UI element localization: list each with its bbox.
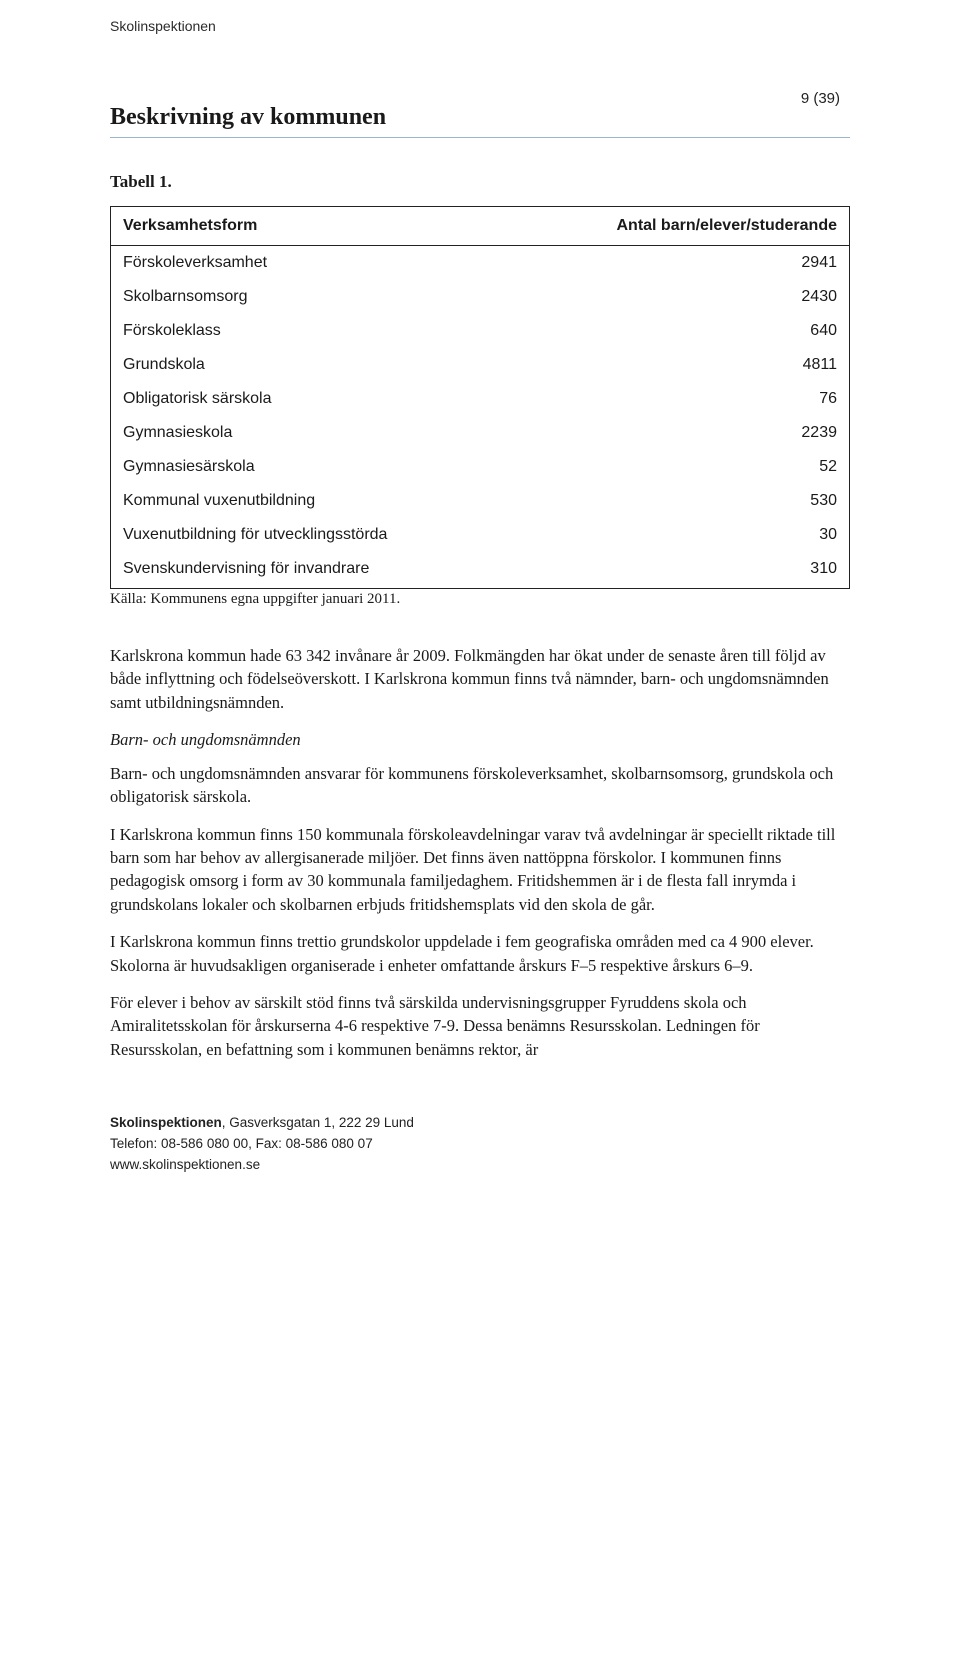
table-cell-value: 530 — [510, 484, 849, 518]
body-text: Karlskrona kommun hade 63 342 invånare å… — [110, 644, 850, 1061]
paragraph: Barn- och ungdomsnämnden ansvarar för ko… — [110, 762, 850, 809]
table-cell-label: Skolbarnsomsorg — [111, 280, 511, 314]
table-row: Förskoleklass 640 — [111, 314, 850, 348]
paragraph: Karlskrona kommun hade 63 342 invånare å… — [110, 644, 850, 714]
data-table: Verksamhetsform Antal barn/elever/studer… — [110, 206, 850, 589]
table-cell-value: 4811 — [510, 348, 849, 382]
table-cell-label: Vuxenutbildning för utvecklingsstörda — [111, 518, 511, 552]
footer-line-phone: Telefon: 08-586 080 00, Fax: 08-586 080 … — [110, 1134, 850, 1155]
table-row: Gymnasiesärskola 52 — [111, 450, 850, 484]
paragraph: I Karlskrona kommun finns 150 kommunala … — [110, 823, 850, 917]
table-cell-label: Kommunal vuxenutbildning — [111, 484, 511, 518]
paragraph: I Karlskrona kommun finns trettio grunds… — [110, 930, 850, 977]
table-cell-value: 2430 — [510, 280, 849, 314]
header-brand: Skolinspektionen — [110, 18, 850, 34]
table-header-row: Verksamhetsform Antal barn/elever/studer… — [111, 207, 850, 246]
table-header-col1: Verksamhetsform — [111, 207, 511, 246]
page-number: 9 (39) — [801, 90, 840, 107]
table-caption: Tabell 1. — [110, 172, 850, 192]
footer-line-web: www.skolinspektionen.se — [110, 1155, 850, 1176]
table-cell-value: 640 — [510, 314, 849, 348]
table-row: Skolbarnsomsorg 2430 — [111, 280, 850, 314]
table-row: Kommunal vuxenutbildning 530 — [111, 484, 850, 518]
table-row: Svenskundervisning för invandrare 310 — [111, 552, 850, 589]
footer: Skolinspektionen, Gasverksgatan 1, 222 2… — [110, 1113, 850, 1176]
table-header-col2: Antal barn/elever/studerande — [510, 207, 849, 246]
paragraph: För elever i behov av särskilt stöd finn… — [110, 991, 850, 1061]
table-cell-value: 2239 — [510, 416, 849, 450]
table-row: Grundskola 4811 — [111, 348, 850, 382]
table-cell-label: Svenskundervisning för invandrare — [111, 552, 511, 589]
table-cell-label: Gymnasieskola — [111, 416, 511, 450]
table-source: Källa: Kommunens egna uppgifter januari … — [110, 591, 850, 608]
table-cell-label: Förskoleverksamhet — [111, 246, 511, 281]
table-cell-label: Förskoleklass — [111, 314, 511, 348]
table-cell-value: 52 — [510, 450, 849, 484]
table-row: Vuxenutbildning för utvecklingsstörda 30 — [111, 518, 850, 552]
page-container: Skolinspektionen 9 (39) Beskrivning av k… — [0, 0, 960, 1216]
paragraph-italic: Barn- och ungdomsnämnden — [110, 728, 850, 751]
table-row: Förskoleverksamhet 2941 — [111, 246, 850, 281]
table-cell-value: 76 — [510, 382, 849, 416]
footer-brand: Skolinspektionen — [110, 1115, 222, 1130]
footer-line-address: Skolinspektionen, Gasverksgatan 1, 222 2… — [110, 1113, 850, 1134]
table-row: Gymnasieskola 2239 — [111, 416, 850, 450]
table-cell-label: Gymnasiesärskola — [111, 450, 511, 484]
table-cell-label: Obligatorisk särskola — [111, 382, 511, 416]
table-cell-value: 310 — [510, 552, 849, 589]
table-cell-value: 2941 — [510, 246, 849, 281]
table-row: Obligatorisk särskola 76 — [111, 382, 850, 416]
section-title: Beskrivning av kommunen — [110, 104, 850, 138]
footer-address: , Gasverksgatan 1, 222 29 Lund — [222, 1115, 414, 1130]
table-cell-value: 30 — [510, 518, 849, 552]
table-cell-label: Grundskola — [111, 348, 511, 382]
